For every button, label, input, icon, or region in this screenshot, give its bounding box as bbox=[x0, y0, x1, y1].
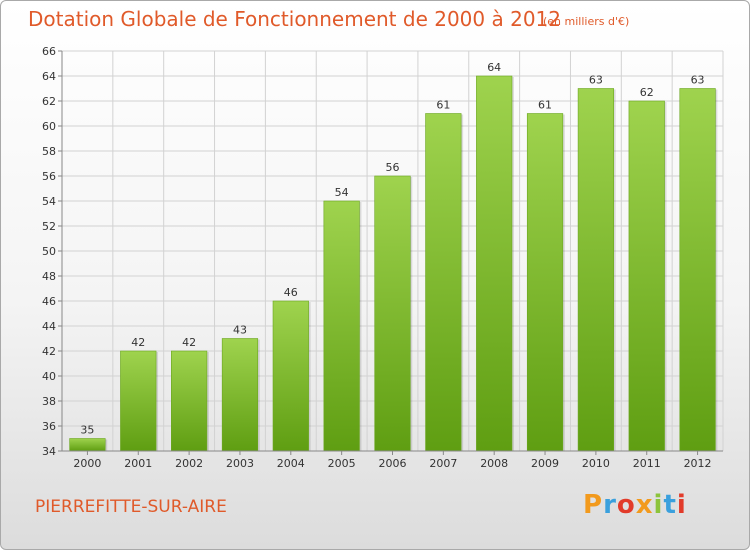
bar-value-label: 63 bbox=[691, 74, 705, 87]
y-tick-label: 54 bbox=[42, 195, 56, 208]
bar bbox=[476, 75, 513, 452]
logo-letter: t bbox=[663, 490, 677, 520]
y-tick-label: 46 bbox=[42, 295, 56, 308]
bar-value-label: 46 bbox=[284, 286, 298, 299]
y-tick-label: 44 bbox=[42, 320, 56, 333]
bar-value-label: 42 bbox=[182, 336, 196, 349]
bar-value-label: 54 bbox=[335, 186, 349, 199]
bar bbox=[425, 113, 462, 452]
commune-name: PIERREFITTE-SUR-AIRE bbox=[35, 497, 227, 517]
y-tick-label: 62 bbox=[42, 95, 56, 108]
y-tick-label: 66 bbox=[42, 45, 56, 58]
y-tick-label: 56 bbox=[42, 170, 56, 183]
x-tick-label: 2000 bbox=[73, 457, 101, 470]
x-tick-label: 2009 bbox=[531, 457, 559, 470]
chart-unit-note: (en milliers d'€) bbox=[543, 15, 630, 28]
bar-value-label: 62 bbox=[640, 86, 654, 99]
y-tick-label: 64 bbox=[42, 70, 56, 83]
bar bbox=[679, 88, 716, 452]
y-tick-label: 48 bbox=[42, 270, 56, 283]
x-tick-label: 2011 bbox=[633, 457, 661, 470]
y-axis: 34 36 38 40 42 44 46 48 50 52 54 56 58 60 62 64 66 bbox=[42, 45, 63, 458]
y-tick-label: 40 bbox=[42, 370, 56, 383]
bar-value-label: 61 bbox=[436, 99, 450, 112]
bar bbox=[374, 175, 411, 452]
x-tick-label: 2012 bbox=[684, 457, 712, 470]
y-tick-label: 58 bbox=[42, 145, 56, 158]
x-tick-label: 2003 bbox=[226, 457, 254, 470]
logo-letter: x bbox=[635, 490, 654, 520]
logo-letter: P bbox=[583, 490, 604, 520]
proxiti-logo: Proxiti bbox=[583, 490, 687, 520]
bar bbox=[221, 338, 259, 452]
bar-value-label: 56 bbox=[386, 161, 400, 174]
bar bbox=[577, 88, 614, 452]
bar bbox=[526, 113, 564, 452]
bar-value-label: 43 bbox=[233, 324, 247, 337]
x-tick-label: 2007 bbox=[429, 457, 457, 470]
x-tick-label: 2004 bbox=[277, 457, 305, 470]
bar bbox=[171, 350, 208, 452]
y-tick-label: 50 bbox=[42, 245, 56, 258]
bar bbox=[69, 438, 106, 452]
bar bbox=[272, 300, 309, 452]
y-tick-label: 34 bbox=[42, 445, 56, 458]
bar bbox=[120, 350, 157, 452]
chart-title: Dotation Globale de Fonctionnement de 20… bbox=[28, 7, 561, 31]
x-tick-label: 2005 bbox=[328, 457, 356, 470]
logo-letter: i bbox=[653, 490, 664, 520]
logo-letter: o bbox=[616, 490, 636, 520]
bar bbox=[628, 100, 665, 452]
y-tick-label: 42 bbox=[42, 345, 56, 358]
x-tick-label: 2001 bbox=[124, 457, 152, 470]
bar bbox=[323, 200, 360, 452]
x-tick-label: 2008 bbox=[480, 457, 508, 470]
y-tick-label: 38 bbox=[42, 395, 56, 408]
x-tick-label: 2010 bbox=[582, 457, 610, 470]
y-tick-label: 60 bbox=[42, 120, 56, 133]
logo-letter: i bbox=[676, 490, 687, 520]
y-tick-label: 52 bbox=[42, 220, 56, 233]
chart-bars: 35 42 42 43 46 54 56 61 64 61 63 62 63 bbox=[69, 61, 718, 452]
x-axis: 2000 2001 2002 2003 2004 2005 2006 2007 2008 2009… bbox=[62, 450, 723, 470]
logo-letter: r bbox=[603, 490, 617, 520]
bar-value-label: 63 bbox=[589, 74, 603, 87]
y-tick-label: 36 bbox=[42, 420, 56, 433]
bar-value-label: 64 bbox=[487, 61, 501, 74]
bar-value-label: 61 bbox=[538, 99, 552, 112]
x-tick-label: 2006 bbox=[379, 457, 407, 470]
bar-value-label: 42 bbox=[131, 336, 145, 349]
bar-value-label: 35 bbox=[80, 424, 94, 437]
x-tick-label: 2002 bbox=[175, 457, 203, 470]
